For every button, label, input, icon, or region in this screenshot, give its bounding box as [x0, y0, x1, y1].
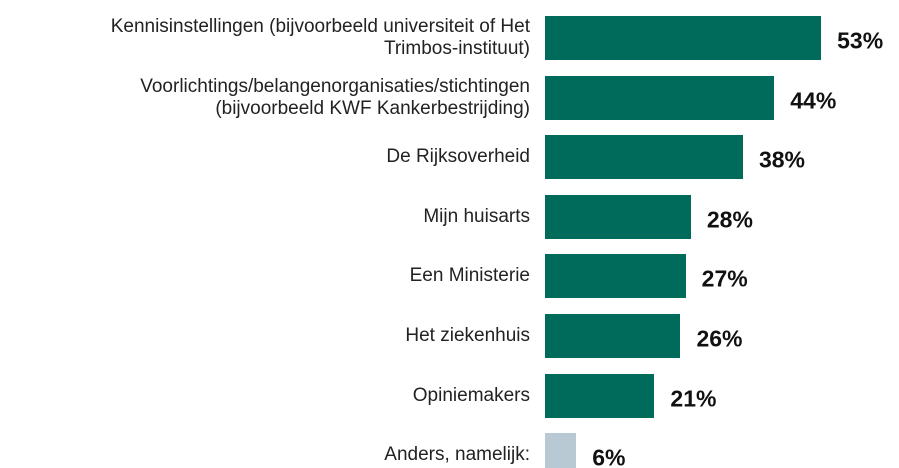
bar [545, 75, 775, 120]
category-label: Voorlichtings/belangenorganisaties/stich… [140, 75, 530, 119]
category-label: Een Ministerie [409, 265, 530, 287]
value-label: 44% [790, 87, 837, 114]
category-label: Anders, namelijk: [384, 444, 530, 466]
value-label: 21% [670, 385, 717, 412]
category-label: De Rijksoverheid [386, 146, 530, 168]
category-label: Kennisinstellingen (bijvoorbeeld univers… [110, 16, 530, 59]
category-label: Opiniemakers [412, 384, 530, 406]
bar [545, 433, 577, 468]
bar [545, 373, 655, 418]
category-label: Het ziekenhuis [405, 325, 530, 346]
value-label: 6% [592, 444, 626, 468]
value-label: 53% [837, 27, 884, 54]
bar [545, 135, 743, 180]
value-label: 27% [701, 265, 748, 292]
bar [545, 16, 822, 60]
bar [545, 194, 691, 239]
value-label: 38% [758, 146, 806, 173]
value-label: 28% [706, 206, 753, 233]
value-label: 26% [696, 325, 743, 352]
bar [545, 314, 681, 358]
bar [545, 254, 686, 299]
category-label: Mijn huisarts [423, 205, 530, 227]
